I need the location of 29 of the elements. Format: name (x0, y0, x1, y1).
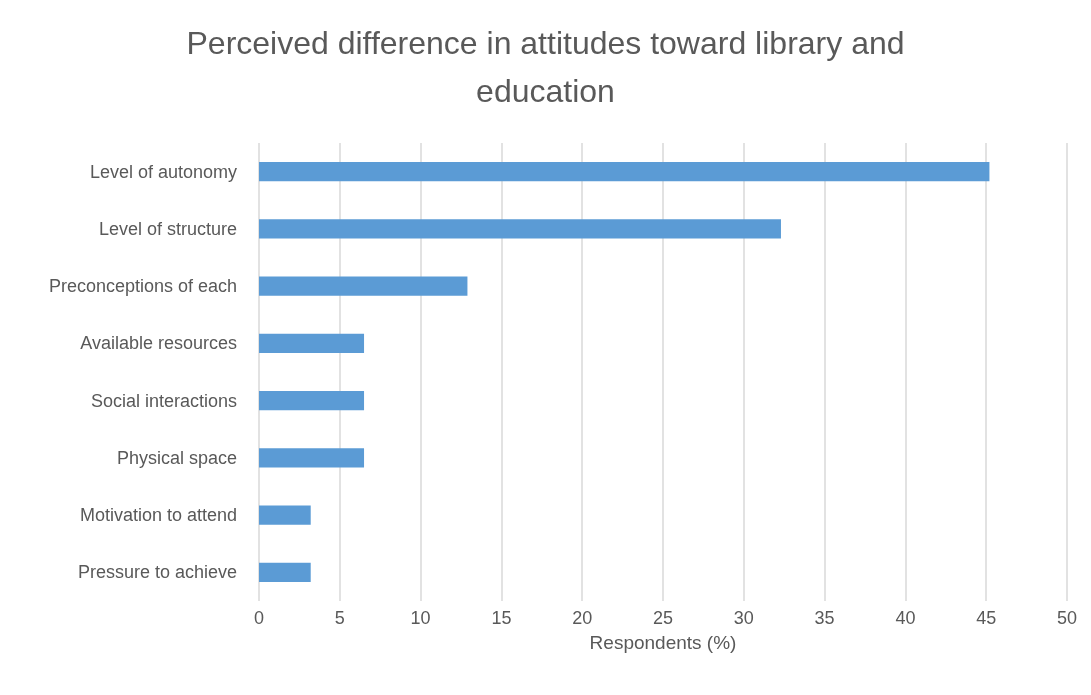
x-tick-label: 20 (572, 608, 593, 628)
x-tick-label: 30 (733, 608, 754, 628)
y-tick-label: Motivation to attend (79, 505, 237, 526)
bar (259, 390, 365, 411)
bar (259, 448, 365, 468)
y-tick-label: Physical space (116, 447, 237, 468)
y-tick-label: Preconceptions of each (48, 276, 237, 297)
x-tick-label: 15 (491, 608, 512, 628)
x-axis-title: Respondents (%) (589, 632, 737, 653)
bar (259, 562, 311, 583)
bar (259, 333, 365, 354)
x-tick-label: 0 (253, 608, 265, 628)
chart-title: Perceived difference in attitudes toward library and education (186, 25, 905, 109)
bar (259, 505, 311, 525)
x-tick-label: 40 (895, 608, 916, 628)
x-tick-label: 50 (1056, 608, 1078, 628)
x-tick-label: 25 (652, 608, 674, 628)
y-tick-label: Pressure to achieve (77, 562, 237, 583)
bar (259, 219, 781, 239)
x-tick-label: 45 (976, 608, 997, 628)
bar (259, 276, 468, 296)
y-tick-label: Level of autonomy (89, 161, 237, 182)
bar (259, 161, 990, 182)
y-tick-label: Level of structure (98, 218, 237, 239)
x-tick-label: 35 (814, 608, 835, 628)
y-tick-label: Social interactions (90, 390, 237, 411)
x-tick-label: 5 (334, 608, 345, 628)
x-tick-label: 10 (410, 608, 431, 628)
y-tick-label: Available resources (80, 333, 237, 354)
